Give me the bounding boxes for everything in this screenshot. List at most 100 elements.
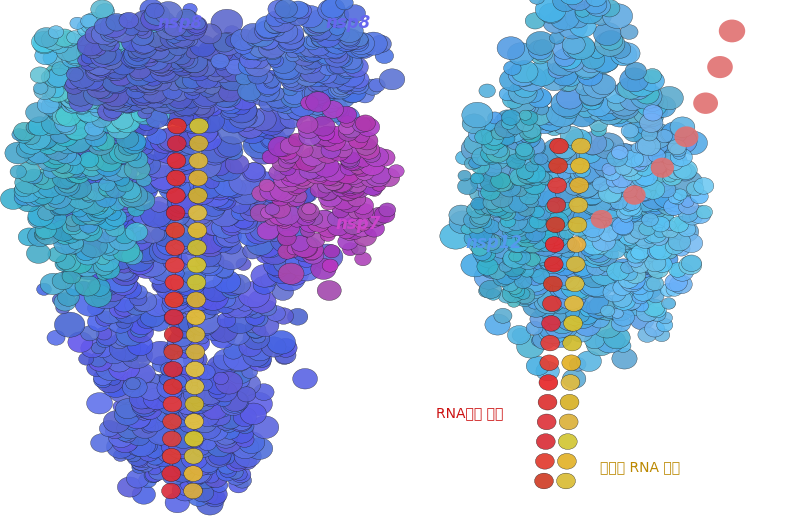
Ellipse shape: [575, 287, 590, 299]
Ellipse shape: [488, 112, 502, 124]
Ellipse shape: [509, 196, 531, 214]
Ellipse shape: [233, 40, 257, 60]
Ellipse shape: [584, 241, 606, 259]
Ellipse shape: [152, 29, 178, 51]
Ellipse shape: [500, 264, 526, 286]
Ellipse shape: [502, 278, 518, 292]
Ellipse shape: [106, 436, 134, 458]
Ellipse shape: [96, 327, 112, 340]
Ellipse shape: [182, 52, 207, 72]
Ellipse shape: [240, 403, 266, 425]
Ellipse shape: [115, 399, 140, 418]
Ellipse shape: [114, 143, 141, 166]
Ellipse shape: [226, 274, 250, 294]
Ellipse shape: [54, 312, 85, 337]
Ellipse shape: [633, 159, 659, 181]
Ellipse shape: [264, 70, 282, 85]
Ellipse shape: [603, 327, 630, 349]
Ellipse shape: [526, 269, 546, 285]
Ellipse shape: [182, 93, 199, 108]
Ellipse shape: [142, 48, 170, 71]
Ellipse shape: [485, 131, 503, 146]
Ellipse shape: [193, 208, 211, 224]
Ellipse shape: [208, 157, 230, 176]
Ellipse shape: [139, 71, 162, 90]
Ellipse shape: [521, 194, 546, 214]
Ellipse shape: [303, 58, 322, 73]
Ellipse shape: [214, 33, 242, 55]
Ellipse shape: [178, 400, 206, 423]
Ellipse shape: [5, 142, 31, 164]
Ellipse shape: [505, 154, 522, 168]
Ellipse shape: [542, 315, 561, 331]
Ellipse shape: [138, 107, 152, 119]
Ellipse shape: [56, 40, 81, 61]
Ellipse shape: [51, 220, 77, 241]
Ellipse shape: [562, 35, 586, 54]
Ellipse shape: [622, 150, 643, 167]
Ellipse shape: [656, 149, 687, 175]
Ellipse shape: [128, 203, 144, 216]
Ellipse shape: [91, 64, 115, 85]
Ellipse shape: [98, 261, 120, 279]
Ellipse shape: [100, 88, 127, 110]
Ellipse shape: [620, 68, 649, 92]
Ellipse shape: [183, 4, 197, 15]
Ellipse shape: [76, 101, 102, 122]
Ellipse shape: [590, 312, 610, 328]
Ellipse shape: [146, 110, 168, 128]
Ellipse shape: [142, 43, 166, 63]
Ellipse shape: [134, 139, 154, 155]
Ellipse shape: [290, 95, 316, 117]
Ellipse shape: [217, 437, 242, 458]
Ellipse shape: [368, 207, 390, 225]
Ellipse shape: [643, 195, 664, 212]
Ellipse shape: [259, 107, 290, 132]
Ellipse shape: [165, 24, 190, 44]
Ellipse shape: [88, 197, 114, 218]
Ellipse shape: [584, 0, 607, 14]
Ellipse shape: [486, 200, 508, 218]
Ellipse shape: [87, 100, 107, 116]
Ellipse shape: [218, 375, 249, 401]
Ellipse shape: [114, 186, 128, 198]
Ellipse shape: [99, 214, 118, 229]
Ellipse shape: [501, 122, 526, 142]
Ellipse shape: [232, 213, 257, 234]
Ellipse shape: [160, 33, 180, 49]
Ellipse shape: [120, 47, 145, 67]
Ellipse shape: [287, 38, 306, 53]
Ellipse shape: [153, 275, 174, 293]
Ellipse shape: [168, 111, 185, 125]
Ellipse shape: [146, 470, 161, 482]
Ellipse shape: [78, 203, 105, 225]
Ellipse shape: [514, 211, 531, 224]
Ellipse shape: [589, 242, 618, 266]
Ellipse shape: [89, 351, 113, 372]
Ellipse shape: [497, 253, 512, 265]
Ellipse shape: [148, 55, 173, 75]
Ellipse shape: [75, 50, 106, 76]
Ellipse shape: [187, 101, 212, 121]
Ellipse shape: [101, 25, 121, 42]
Ellipse shape: [533, 330, 556, 349]
Ellipse shape: [370, 35, 391, 53]
Ellipse shape: [567, 192, 585, 206]
Ellipse shape: [340, 177, 366, 199]
Text: RNA주형 사슬: RNA주형 사슬: [436, 406, 503, 420]
Ellipse shape: [624, 230, 640, 244]
Ellipse shape: [670, 275, 692, 294]
Ellipse shape: [517, 335, 544, 358]
Ellipse shape: [58, 176, 78, 193]
Ellipse shape: [671, 195, 684, 205]
Ellipse shape: [46, 187, 72, 208]
Ellipse shape: [499, 69, 526, 91]
Ellipse shape: [31, 174, 46, 187]
Ellipse shape: [92, 80, 114, 99]
Ellipse shape: [544, 263, 573, 287]
Ellipse shape: [115, 143, 134, 158]
Ellipse shape: [560, 394, 579, 410]
Ellipse shape: [330, 14, 346, 28]
Ellipse shape: [635, 275, 657, 293]
Ellipse shape: [206, 436, 233, 457]
